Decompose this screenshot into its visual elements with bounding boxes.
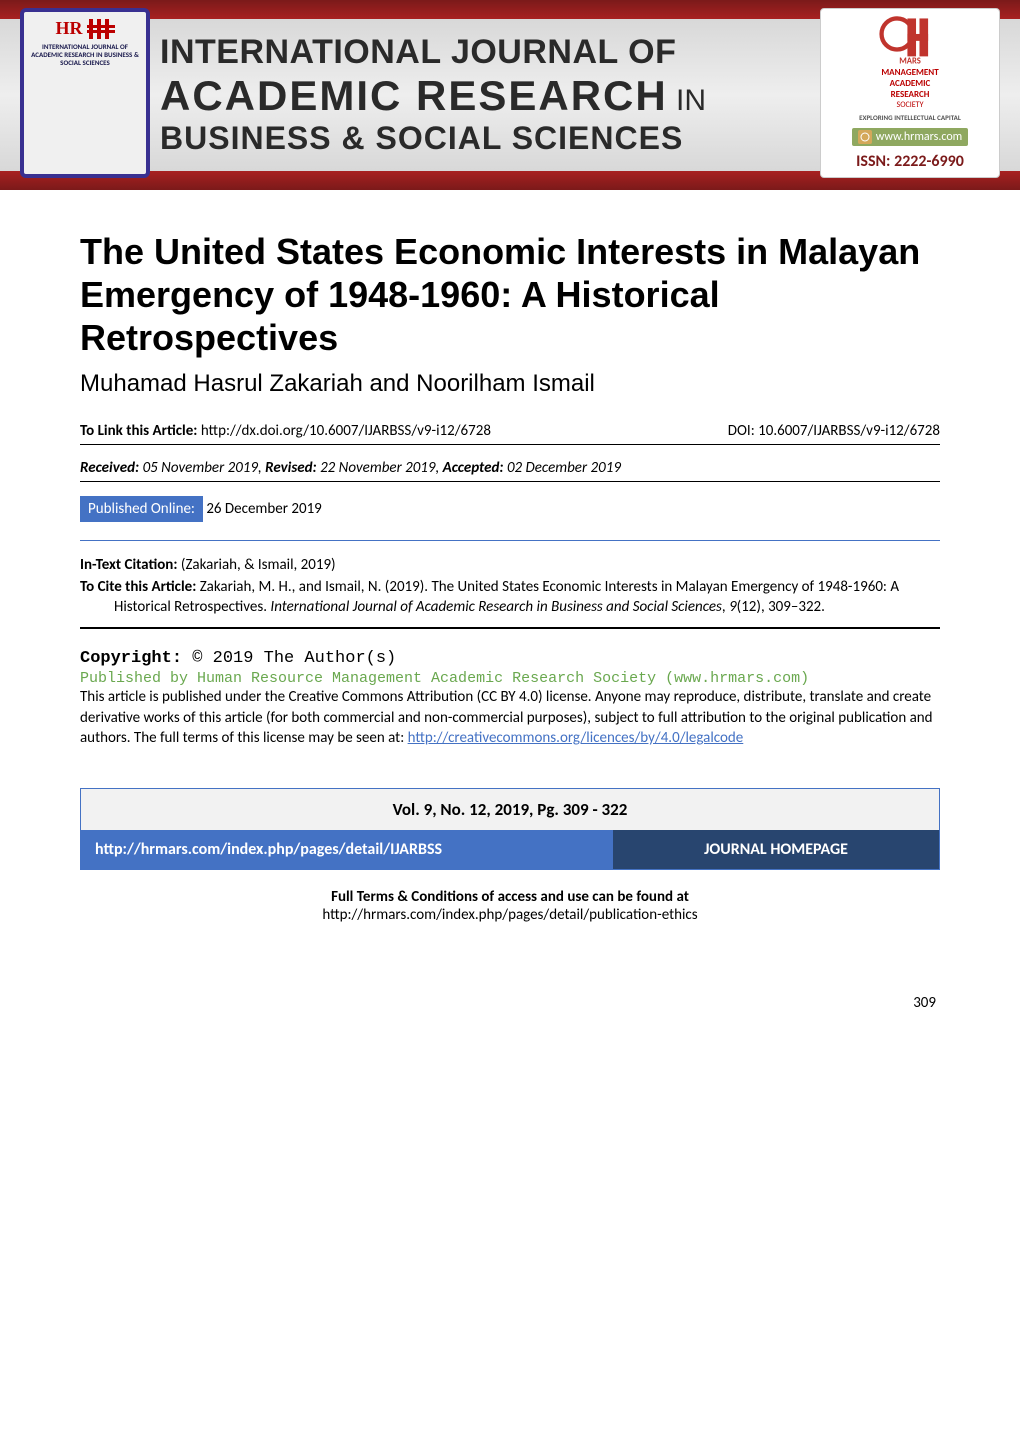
publisher-tagline: EXPLORING INTELLECTUAL CAPITAL bbox=[859, 113, 961, 122]
publisher-line2: ACADEMIC bbox=[890, 78, 931, 89]
link-article-label: To Link this Article: bbox=[80, 422, 201, 440]
left-journal-badge: HR INTERNATIONAL JOURNAL OF ACADEMIC RES… bbox=[20, 8, 150, 178]
dates-line: Received: 05 November 2019, Revised: 22 … bbox=[80, 459, 940, 477]
published-online-label: Published Online: bbox=[80, 496, 203, 522]
page-number: 309 bbox=[80, 994, 940, 1012]
banner-title-line2: ACADEMIC RESEARCH IN bbox=[160, 72, 820, 120]
link-article-url: http://dx.doi.org/10.6007/IJARBSS/v9-i12… bbox=[201, 422, 491, 440]
published-online-row: Published Online: 26 December 2019 bbox=[80, 496, 940, 522]
volume-issue-pages: Vol. 9, No. 12, 2019, Pg. 309 - 322 bbox=[81, 789, 940, 831]
tocite-citation: To Cite this Article: Zakariah, M. H., a… bbox=[80, 577, 940, 618]
banner-title-line3: BUSINESS & SOCIAL SCIENCES bbox=[160, 120, 820, 157]
journal-homepage-label: JOURNAL HOMEPAGE bbox=[613, 830, 939, 870]
license-link[interactable]: http://creativecommons.org/licences/by/4… bbox=[408, 729, 744, 747]
hrmars-logo-icon: MARS bbox=[875, 15, 945, 65]
divider bbox=[80, 444, 940, 445]
footer-terms: Full Terms & Conditions of access and us… bbox=[80, 888, 940, 924]
publisher-line4: SOCIETY bbox=[897, 100, 924, 110]
banner-title-line1: INTERNATIONAL JOURNAL OF bbox=[160, 33, 820, 72]
copyright-body: This article is published under the Crea… bbox=[80, 687, 940, 748]
divider bbox=[80, 627, 940, 629]
issn-text: ISSN: 2222-6990 bbox=[856, 152, 964, 171]
right-publisher-badge: MARS MANAGEMENT ACADEMIC RESEARCH SOCIET… bbox=[820, 8, 1000, 178]
left-badge-journal-name: INTERNATIONAL JOURNAL OF ACADEMIC RESEAR… bbox=[28, 43, 142, 67]
mars-small-icon bbox=[87, 19, 115, 39]
intext-citation: In-Text Citation: (Zakariah, & Ismail, 2… bbox=[80, 555, 940, 575]
published-online-date: 26 December 2019 bbox=[203, 500, 322, 518]
publisher-url-text: www.hrmars.com bbox=[876, 130, 963, 144]
article-authors: Muhamad Hasrul Zakariah and Noorilham Is… bbox=[80, 370, 940, 398]
link-doi-row: To Link this Article: http://dx.doi.org/… bbox=[80, 422, 940, 440]
svg-text:MARS: MARS bbox=[899, 56, 921, 65]
divider bbox=[80, 540, 940, 541]
doi-text: DOI: 10.6007/IJARBSS/v9-i12/6728 bbox=[728, 422, 940, 440]
hr-logo-text: HR bbox=[56, 18, 83, 39]
volume-info-box: Vol. 9, No. 12, 2019, Pg. 309 - 322 http… bbox=[80, 788, 940, 870]
banner-title-block: INTERNATIONAL JOURNAL OF ACADEMIC RESEAR… bbox=[150, 0, 820, 190]
article-title: The United States Economic Interests in … bbox=[80, 230, 940, 360]
footer-line2: http://hrmars.com/index.php/pages/detail… bbox=[80, 906, 940, 924]
publisher-url-pill: www.hrmars.com bbox=[852, 128, 969, 146]
publisher-line3: RESEARCH bbox=[891, 89, 930, 100]
globe-icon bbox=[858, 130, 872, 144]
journal-detail-url: http://hrmars.com/index.php/pages/detail… bbox=[81, 830, 614, 870]
journal-header-banner: HR INTERNATIONAL JOURNAL OF ACADEMIC RES… bbox=[0, 0, 1020, 190]
publisher-line: Published by Human Resource Management A… bbox=[80, 670, 940, 687]
footer-line1: Full Terms & Conditions of access and us… bbox=[80, 888, 940, 906]
divider bbox=[80, 481, 940, 482]
publisher-line1: MANAGEMENT bbox=[881, 67, 938, 78]
copyright-heading: Copyright: © 2019 The Author(s) bbox=[80, 649, 940, 668]
